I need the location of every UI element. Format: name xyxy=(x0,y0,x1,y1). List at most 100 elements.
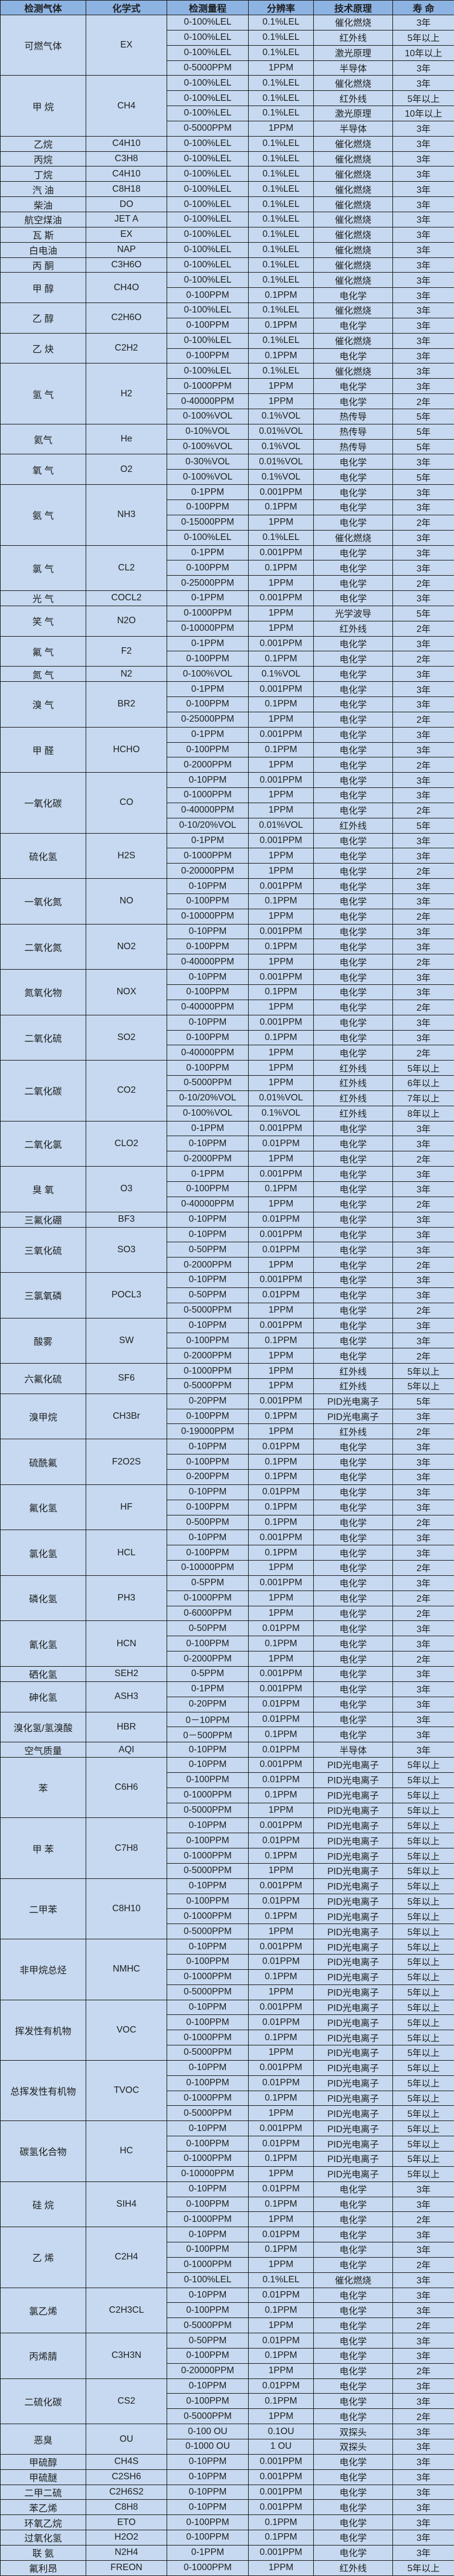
technology-cell: 电化学 xyxy=(313,1454,393,1470)
gas-name-cell: 一氧化氮 xyxy=(0,878,86,925)
range-cell: 0-10PPM xyxy=(167,772,249,789)
table-row: 0-5000PPM 1PPM PID光电离子 5年以上 xyxy=(1,2045,454,2061)
resolution-cell: 0.001PPM xyxy=(248,969,314,985)
technology-cell: 电化学 xyxy=(313,893,393,909)
range-cell: 0-100PPM xyxy=(167,1060,249,1076)
technology-cell: PID光电离子 xyxy=(313,1802,393,1819)
resolution-cell: 0.1PPM xyxy=(248,2150,314,2167)
range-cell: 0-50PPM xyxy=(167,2333,249,2349)
range-cell: 0-10PPM xyxy=(167,1484,249,1500)
table-row: 柴油 DO 0-100%LEL 0.1%LEL 催化燃烧 3年 xyxy=(0,196,454,212)
formula-cell: H2S xyxy=(86,832,167,879)
formula-cell: DO xyxy=(86,196,167,212)
technology-cell: PID光电离子 xyxy=(313,1848,393,1864)
technology-cell: 电化学 xyxy=(313,317,393,334)
table-row: 甲硫醇 CH4S 0-10PPM 0.001PPM 电化学 3年 xyxy=(0,2453,454,2470)
lifespan-cell: 3年 xyxy=(392,939,454,955)
formula-cell: SO3 xyxy=(86,1226,167,1273)
table-row: 0-5000PPM 1PPM PID光电离子 5年以上 xyxy=(1,1802,454,1819)
lifespan-cell: 3年 xyxy=(392,787,454,803)
technology-cell: 电化学 xyxy=(313,984,393,1000)
lifespan-cell: 3年 xyxy=(392,1181,454,1197)
table-row: 总挥发性有机物 TVOC 0-10PPM 0.001PPM PID光电离子 5年以上 xyxy=(0,2060,454,2122)
gas-name-cell: 可燃气体 xyxy=(0,14,86,76)
technology-cell: 电化学 xyxy=(313,2302,393,2319)
technology-cell: PID光电离子 xyxy=(313,2136,393,2152)
lifespan-cell: 3年 xyxy=(392,1166,454,1182)
table-row: 三氯氧磷 POCL3 0-10PPM 0.001PPM 电化学 3年 xyxy=(0,1272,454,1318)
technology-cell: 电化学 xyxy=(313,772,393,789)
technology-cell: PID光电离子 xyxy=(313,1893,393,1909)
technology-cell: 电化学 xyxy=(313,666,393,682)
lifespan-cell: 5年以上 xyxy=(392,1939,454,1955)
resolution-cell: 1PPM xyxy=(248,2560,314,2576)
range-cell: 0-10000PPM xyxy=(167,1560,249,1576)
resolution-cell: 0.001PPM xyxy=(248,1757,314,1773)
gas-name-cell: 瓦 斯 xyxy=(0,226,86,243)
formula-cell: JET A xyxy=(86,211,167,227)
lifespan-cell: 3年 xyxy=(392,545,454,561)
formula-cell: CO2 xyxy=(86,1060,167,1122)
technology-cell: 电化学 xyxy=(313,802,393,818)
range-cell: 0-1PPM xyxy=(167,726,249,743)
range-cell: 0-2000PPM xyxy=(167,757,249,773)
range-cell: 0-10PPM xyxy=(167,2469,249,2485)
technology-cell: 电化学 xyxy=(313,1620,393,1637)
range-cell: 0-100PPM xyxy=(167,893,249,909)
lifespan-cell: 3年 xyxy=(392,303,454,318)
table-row: 0-100PPM 0.1PPM 电化学 3年 xyxy=(1,742,454,758)
formula-cell: N2 xyxy=(86,666,167,682)
formula-cell: COCL2 xyxy=(86,590,167,606)
lifespan-cell: 2年 xyxy=(392,2211,454,2228)
resolution-cell: 0.1PPM xyxy=(248,1181,314,1197)
technology-cell: 电化学 xyxy=(313,954,393,970)
table-body: 可燃气体 EX 0-100%LEL 0.1%LEL 催化燃烧 3年 0-100%LEL 0.1… xyxy=(0,14,454,2576)
table-row: 环氧乙烷 ETO 0-100PPM 0.1PPM 电化学 3年 xyxy=(0,2514,454,2531)
range-cell: 0-1000PPM xyxy=(167,848,249,864)
table-row: 硫酰氟 F2O2S 0-10PPM 0.01PPM 电化学 3年 xyxy=(0,1439,454,1485)
technology-cell: 电化学 xyxy=(313,1727,393,1743)
gas-name-cell: 溴 气 xyxy=(0,681,86,728)
resolution-cell: 0.1%VOL xyxy=(248,439,314,455)
range-cell: 0-100PPM xyxy=(167,1772,249,1788)
technology-cell: 双探头 xyxy=(313,2424,393,2439)
technology-cell: 催化燃烧 xyxy=(313,196,393,212)
technology-cell: 双探头 xyxy=(313,2439,393,2455)
technology-cell: 电化学 xyxy=(313,1711,393,1728)
table-row: 0-100%LEL 0.1%LEL 激光原理 10年以上 xyxy=(1,45,454,61)
table-row: 0-100%VOL 0.1%VOL 电化学 5年 xyxy=(1,469,454,485)
resolution-cell: 1PPM xyxy=(248,1802,314,1819)
gas-name-cell: 氮氧化物 xyxy=(0,969,86,1015)
resolution-cell: 0.1%VOL xyxy=(248,666,314,682)
lifespan-cell: 3年 xyxy=(392,2393,454,2410)
technology-cell: PID光电离子 xyxy=(313,2105,393,2122)
lifespan-cell: 3年 xyxy=(392,832,454,849)
lifespan-cell: 2年 xyxy=(392,711,454,728)
technology-cell: 电化学 xyxy=(313,923,393,940)
resolution-cell: 0.001PPM xyxy=(248,681,314,697)
lifespan-cell: 3年 xyxy=(392,1530,454,1546)
formula-cell: H2 xyxy=(86,363,167,424)
gas-name-cell: 三氧化硫 xyxy=(0,1226,86,1273)
technology-cell: 电化学 xyxy=(313,1014,393,1031)
lifespan-cell: 3年 xyxy=(392,257,454,273)
range-cell: 0-100PPM xyxy=(167,499,249,515)
table-row: 0-100PPM 0.01PPM PID光电离子 5年以上 xyxy=(1,1833,454,1849)
table-row: 0-25000PPM 1PPM 电化学 2年 xyxy=(1,575,454,592)
resolution-cell: 0.001PPM xyxy=(248,635,314,652)
technology-cell: 电化学 xyxy=(313,2408,393,2425)
range-cell: 0-10PPM xyxy=(167,1817,249,1834)
resolution-cell: 0.1%LEL xyxy=(248,45,314,61)
table-row: 乙烷 C4H10 0-100%LEL 0.1%LEL 催化燃烧 3年 xyxy=(0,135,454,152)
resolution-cell: 0.01PPM xyxy=(248,1136,314,1152)
gas-name-cell: 联 氨 xyxy=(0,2544,86,2561)
range-cell: 0-1PPM xyxy=(167,1681,249,1697)
table-row: 氦气 He 0-10%VOL 0.01%VOL 热传导 5年 xyxy=(0,423,454,455)
range-cell: 0-10/20%VOL xyxy=(167,817,249,834)
technology-cell: PID光电离子 xyxy=(313,1772,393,1788)
formula-cell: C3H8 xyxy=(86,151,167,167)
formula-cell: He xyxy=(86,423,167,455)
lifespan-cell: 3年 xyxy=(392,2530,454,2546)
technology-cell: 电化学 xyxy=(313,2211,393,2228)
technology-cell: PID光电离子 xyxy=(313,1984,393,2000)
